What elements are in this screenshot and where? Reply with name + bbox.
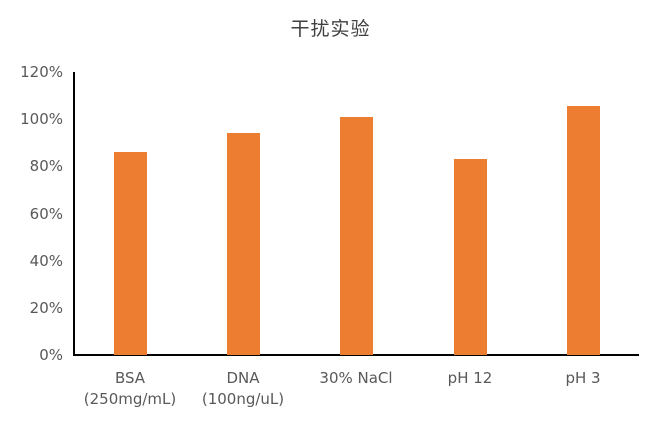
bar-ph12 (453, 159, 487, 355)
y-tick-label: 40% (29, 251, 63, 270)
x-tick-label: DNA (100ng/uL) (201, 369, 285, 408)
bar-ph3 (566, 106, 600, 355)
y-tick-label: 60% (29, 204, 63, 223)
x-tick-label: pH 3 (565, 369, 601, 387)
bar-dna (226, 133, 260, 355)
y-tick-label: 0% (39, 346, 63, 364)
x-tick-label: pH 12 (447, 369, 493, 387)
x-axis-line (73, 354, 639, 356)
x-tick-label: BSA (250mg/mL) (83, 369, 177, 408)
bar-nacl (339, 116, 373, 355)
bar-bsa (113, 152, 147, 355)
x-tick-label: 30% NaCl (319, 369, 393, 387)
y-axis-line (73, 72, 75, 356)
y-tick-label: 20% (29, 298, 63, 317)
y-tick-label: 80% (29, 157, 63, 176)
y-tick-label: 120% (20, 63, 63, 81)
chart-title: 干扰实验 (290, 18, 371, 40)
y-tick-label: 100% (20, 110, 63, 129)
